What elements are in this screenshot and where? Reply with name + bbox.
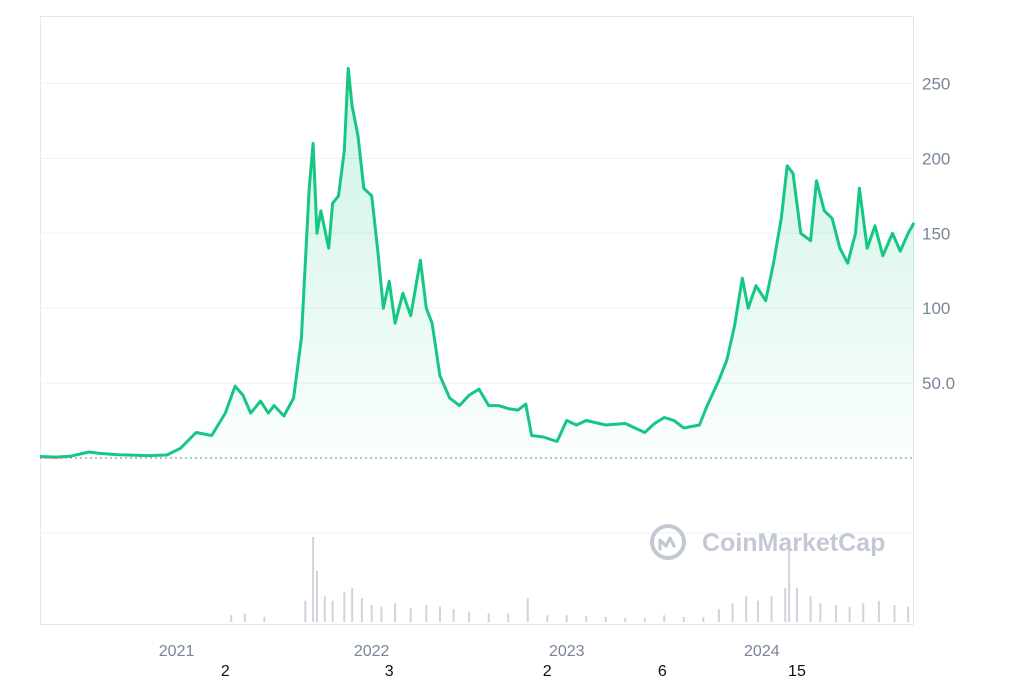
axis-extra-number: 15: [788, 663, 806, 680]
volume-bar: [702, 616, 705, 622]
axis-extra-number: 2: [543, 663, 552, 680]
volume-bar: [862, 603, 865, 622]
volume-bar: [425, 605, 428, 622]
volume-bar: [438, 606, 441, 622]
volume-bar: [848, 606, 851, 622]
coinmarketcap-logo-icon: [650, 524, 686, 560]
volume-bar: [834, 605, 837, 622]
y-tick-label: 200: [922, 149, 950, 168]
volume-bar: [546, 615, 549, 622]
volume-bar: [585, 616, 588, 622]
volume-bar: [809, 596, 812, 622]
y-tick-label: 100: [922, 299, 950, 318]
volume-bar: [487, 613, 490, 622]
volume-bar: [717, 609, 720, 622]
volume-bar: [731, 603, 734, 622]
axis-extra-number: 6: [658, 663, 667, 680]
volume-bar: [243, 613, 246, 622]
volume-bar: [263, 616, 266, 622]
volume-bar: [745, 596, 748, 622]
volume-bar: [507, 613, 510, 622]
axis-extra-number: 3: [385, 663, 394, 680]
volume-bar: [788, 549, 791, 622]
price-area: [40, 68, 914, 457]
volume-bar: [380, 606, 383, 622]
volume-bar: [312, 537, 315, 622]
volume-bar: [316, 571, 319, 622]
volume-bar: [230, 615, 233, 622]
y-axis-ticks: 250 200 150 100 50.0: [922, 74, 955, 393]
volume-bar: [331, 600, 334, 622]
volume-bar: [877, 600, 880, 622]
volume-bar: [394, 603, 397, 622]
price-line: [39, 66, 916, 459]
volume-bar: [323, 596, 326, 622]
volume-bar: [409, 608, 412, 622]
volume-bar: [343, 592, 346, 622]
volume-bar: [370, 605, 373, 622]
volume-bar: [907, 606, 910, 622]
x-axis-ticks: 2021 2022 2023 2024: [159, 643, 780, 660]
x-tick-label: 2021: [159, 643, 195, 660]
x-tick-label: 2023: [549, 643, 585, 660]
volume-bar: [643, 617, 646, 622]
watermark-text: CoinMarketCap: [702, 529, 885, 557]
volume-bar: [682, 616, 685, 622]
volume-bar: [893, 605, 896, 622]
volume-bar: [452, 609, 455, 622]
x-tick-label: 2024: [744, 643, 780, 660]
axis-extra-number: 2: [221, 663, 230, 680]
y-tick-label: 50.0: [922, 374, 955, 393]
x-tick-label: 2022: [354, 643, 390, 660]
volume-bar: [565, 615, 568, 622]
volume-bar: [663, 615, 666, 622]
volume-bar: [770, 596, 773, 622]
volume-bar: [360, 598, 363, 622]
volume-bar: [819, 603, 822, 622]
volume-bar: [756, 600, 759, 622]
volume-bar: [304, 600, 307, 622]
volume-bars: [230, 537, 910, 622]
volume-bar: [624, 617, 627, 622]
volume-bar: [784, 588, 787, 622]
axis-extra-numbers: 2 3 2 6 15: [221, 663, 806, 680]
volume-bar: [604, 616, 607, 622]
volume-bar: [526, 598, 529, 622]
y-tick-label: 250: [922, 74, 950, 93]
volume-bar: [468, 611, 471, 622]
y-tick-label: 150: [922, 224, 950, 243]
volume-bar: [351, 588, 354, 622]
volume-bar: [795, 588, 798, 622]
